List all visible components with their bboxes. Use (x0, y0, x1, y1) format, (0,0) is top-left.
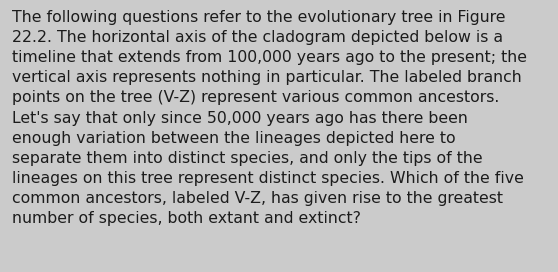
Text: The following questions refer to the evolutionary tree in Figure
22.2. The horiz: The following questions refer to the evo… (12, 10, 527, 226)
